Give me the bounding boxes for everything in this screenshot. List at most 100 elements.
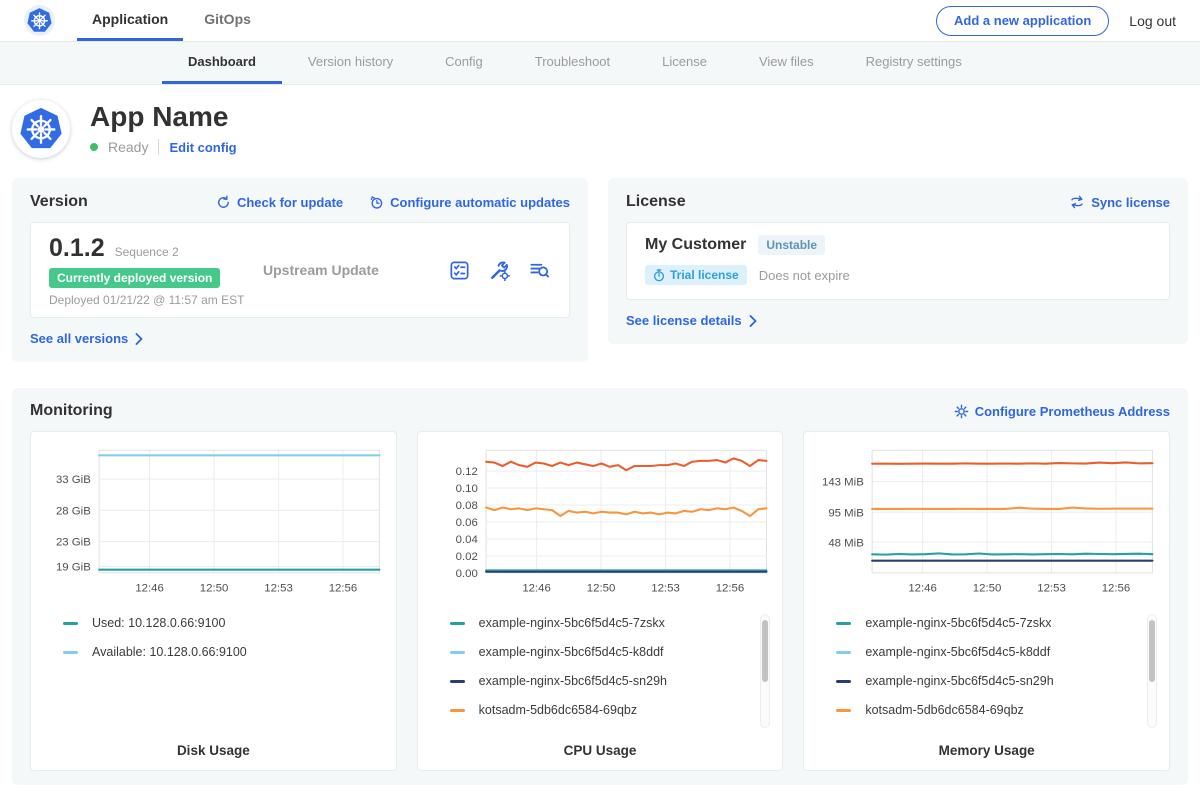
trial-license-badge: Trial license <box>645 265 747 285</box>
legend-item: kotsadm-5db6dc6584-69qbz <box>450 703 753 717</box>
legend-label: example-nginx-5bc6f5d4c5-k8ddf <box>865 645 1050 659</box>
svg-text:12:53: 12:53 <box>1038 582 1067 594</box>
page-title: App Name <box>90 102 237 132</box>
svg-text:0.12: 0.12 <box>455 466 477 478</box>
memory-usage-legend: example-nginx-5bc6f5d4c5-7zskx example-ng… <box>836 616 1139 717</box>
svg-text:0.10: 0.10 <box>455 483 477 495</box>
svg-text:95 MiB: 95 MiB <box>829 507 865 519</box>
nav-item-application[interactable]: Application <box>77 0 183 41</box>
legend-scrollbar[interactable] <box>760 614 770 728</box>
see-all-versions-label: See all versions <box>30 331 128 346</box>
see-license-details-link[interactable]: See license details <box>626 313 757 328</box>
customer-name: My Customer <box>645 236 746 254</box>
legend-swatch <box>63 651 78 654</box>
edit-config-link[interactable]: Edit config <box>169 140 236 155</box>
monitoring-title: Monitoring <box>30 402 113 420</box>
app-status: Ready <box>108 139 148 155</box>
legend-item: kotsadm-5db6dc6584-69qbz <box>836 703 1139 717</box>
legend-item: example-nginx-5bc6f5d4c5-k8ddf <box>836 645 1139 659</box>
svg-text:12:53: 12:53 <box>264 582 293 594</box>
memory-usage-chart-card: 48 MiB95 MiB143 MiB12:4612:5012:5312:56 … <box>803 431 1170 771</box>
legend-swatch <box>836 709 851 712</box>
legend-scrollbar-thumb[interactable] <box>762 620 768 682</box>
legend-label: kotsadm-5db6dc6584-69qbz <box>865 703 1023 717</box>
legend-swatch <box>63 622 78 625</box>
add-application-button[interactable]: Add a new application <box>936 6 1109 36</box>
top-navbar: Application GitOps Add a new application… <box>0 0 1200 42</box>
svg-text:0.02: 0.02 <box>455 551 477 563</box>
svg-text:19 GiB: 19 GiB <box>56 562 91 574</box>
svg-text:0.04: 0.04 <box>455 534 478 546</box>
disk-usage-chart-card: 19 GiB23 GiB28 GiB33 GiB12:4612:5012:531… <box>30 431 397 771</box>
legend-label: example-nginx-5bc6f5d4c5-7zskx <box>479 616 665 630</box>
tab-license[interactable]: License <box>636 42 733 84</box>
configure-automatic-updates-label: Configure automatic updates <box>390 195 570 210</box>
svg-text:12:50: 12:50 <box>973 582 1002 594</box>
svg-text:12:50: 12:50 <box>586 582 615 594</box>
tab-version-history[interactable]: Version history <box>282 42 419 84</box>
svg-text:12:46: 12:46 <box>135 582 164 594</box>
deployed-timestamp: Deployed 01/21/22 @ 11:57 am EST <box>49 293 241 307</box>
deploy-logs-icon[interactable] <box>528 259 551 282</box>
clock-refresh-icon <box>369 195 384 210</box>
svg-text:48 MiB: 48 MiB <box>829 537 865 549</box>
legend-item: example-nginx-5bc6f5d4c5-7zskx <box>836 616 1139 630</box>
legend-swatch <box>450 651 465 654</box>
legend-item: Used: 10.128.0.66:9100 <box>63 616 366 630</box>
configure-prometheus-label: Configure Prometheus Address <box>975 404 1170 419</box>
legend-item: example-nginx-5bc6f5d4c5-7zskx <box>450 616 753 630</box>
chevron-right-icon <box>749 315 757 327</box>
nav-item-gitops[interactable]: GitOps <box>189 0 266 41</box>
configure-automatic-updates-link[interactable]: Configure automatic updates <box>369 195 570 210</box>
tab-dashboard[interactable]: Dashboard <box>162 42 282 84</box>
see-license-details-label: See license details <box>626 313 742 328</box>
gear-icon <box>954 404 969 419</box>
chart-title: CPU Usage <box>428 743 773 762</box>
legend-item: example-nginx-5bc6f5d4c5-sn29h <box>836 674 1139 688</box>
legend-scrollbar[interactable] <box>1147 614 1157 728</box>
configure-prometheus-link[interactable]: Configure Prometheus Address <box>954 404 1170 419</box>
svg-text:12:53: 12:53 <box>651 582 680 594</box>
chart-title: Memory Usage <box>814 743 1159 762</box>
license-expiry: Does not expire <box>759 268 850 283</box>
trial-license-label: Trial license <box>670 268 739 282</box>
svg-text:0.06: 0.06 <box>455 517 477 529</box>
app-kubernetes-icon <box>12 100 70 158</box>
legend-swatch <box>836 651 851 654</box>
wrench-gear-config-icon[interactable] <box>488 259 511 282</box>
legend-label: example-nginx-5bc6f5d4c5-sn29h <box>865 674 1053 688</box>
svg-text:12:56: 12:56 <box>1102 582 1131 594</box>
app-tabs: Dashboard Version history Config Trouble… <box>0 42 1200 85</box>
stopwatch-icon <box>653 269 665 282</box>
version-sequence: Sequence 2 <box>115 245 179 259</box>
svg-text:12:46: 12:46 <box>522 582 551 594</box>
svg-text:33 GiB: 33 GiB <box>56 474 91 486</box>
legend-label: kotsadm-5db6dc6584-69qbz <box>479 703 637 717</box>
preflight-checks-icon[interactable] <box>448 259 471 282</box>
legend-label: Used: 10.128.0.66:9100 <box>92 616 225 630</box>
ready-status-dot <box>90 143 98 151</box>
memory-usage-chart: 48 MiB95 MiB143 MiB12:4612:5012:5312:56 <box>814 442 1159 606</box>
check-for-update-label: Check for update <box>237 195 343 210</box>
tab-config[interactable]: Config <box>419 42 509 84</box>
cpu-usage-chart-card: 0.000.020.040.060.080.100.1212:4612:5012… <box>417 431 784 771</box>
tab-troubleshoot[interactable]: Troubleshoot <box>509 42 636 84</box>
kubernetes-logo-icon[interactable] <box>24 5 55 36</box>
legend-label: example-nginx-5bc6f5d4c5-k8ddf <box>479 645 664 659</box>
svg-text:0.08: 0.08 <box>455 500 477 512</box>
tab-view-files[interactable]: View files <box>733 42 840 84</box>
disk-usage-chart: 19 GiB23 GiB28 GiB33 GiB12:4612:5012:531… <box>41 442 386 606</box>
legend-swatch <box>836 622 851 625</box>
see-all-versions-link[interactable]: See all versions <box>30 331 143 346</box>
legend-item: Available: 10.128.0.66:9100 <box>63 645 366 659</box>
svg-text:143 MiB: 143 MiB <box>822 477 864 489</box>
monitoring-section: Monitoring Configure Prometheus Address … <box>12 388 1188 785</box>
chart-title: Disk Usage <box>41 743 386 762</box>
tab-registry-settings[interactable]: Registry settings <box>840 42 988 84</box>
license-card-title: License <box>626 193 686 211</box>
logout-link[interactable]: Log out <box>1129 13 1176 29</box>
check-for-update-link[interactable]: Check for update <box>216 195 343 210</box>
disk-usage-legend: Used: 10.128.0.66:9100 Available: 10.128.… <box>63 616 366 659</box>
sync-license-link[interactable]: Sync license <box>1069 195 1170 210</box>
legend-scrollbar-thumb[interactable] <box>1149 620 1155 682</box>
